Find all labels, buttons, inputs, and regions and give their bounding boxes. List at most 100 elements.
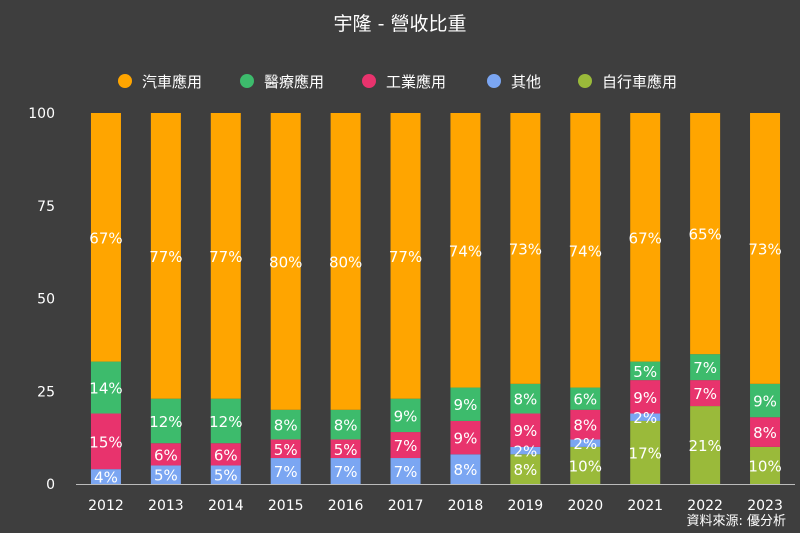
y-tick-label-100: 100 (28, 106, 55, 122)
data-label-2022-2: 7% (693, 385, 717, 403)
data-label-2015-3: 8% (274, 417, 298, 435)
bar-segment-2020-4[interactable] (570, 113, 601, 388)
bar-segment-2020-2[interactable] (570, 409, 601, 440)
bar-segment-2018-4[interactable] (450, 113, 481, 388)
data-label-2013-3: 12% (149, 413, 182, 431)
bar-segment-2022-4[interactable] (690, 113, 721, 355)
bar-segment-2022-3[interactable] (690, 354, 721, 381)
chart-legend: 汽車應用 醫療應用 工業應用 其他 自行車應用 (0, 70, 800, 92)
legend-item-medical[interactable]: 醫療應用 (240, 70, 324, 92)
data-label-2022-0: 21% (688, 437, 721, 455)
bar-segment-2021-2[interactable] (630, 380, 661, 414)
bar-segment-2023-4[interactable] (750, 113, 781, 384)
data-label-2018-2: 9% (454, 430, 478, 448)
bar-segment-2023-3[interactable] (750, 383, 781, 418)
legend-item-other[interactable]: 其他 (487, 70, 541, 92)
legend-label-industrial: 工業應用 (386, 72, 447, 91)
bar-segment-2014-3[interactable] (210, 398, 241, 444)
x-tick-label-2019: 2019 (508, 498, 544, 514)
data-label-2016-3: 8% (334, 417, 358, 435)
y-tick-label-75: 75 (37, 199, 55, 215)
bar-segment-2014-4[interactable] (210, 113, 241, 399)
legend-item-bicycle[interactable]: 自行車應用 (578, 70, 677, 92)
legend-swatch-automotive (118, 74, 132, 88)
bar-segment-2017-1[interactable] (390, 458, 421, 484)
x-tick-label-2023: 2023 (747, 498, 783, 514)
bar-segment-2012-4[interactable] (90, 113, 121, 362)
bar-segment-2015-3[interactable] (270, 409, 301, 440)
x-tick-label-2022: 2022 (687, 498, 723, 514)
bar-segment-2019-0[interactable] (510, 454, 541, 484)
bar-segment-2022-0[interactable] (690, 406, 721, 484)
data-label-2021-3: 5% (633, 363, 657, 381)
bar-segment-2017-3[interactable] (390, 398, 421, 433)
bar-segment-2015-4[interactable] (270, 113, 301, 410)
data-label-2013-2: 6% (154, 446, 178, 464)
bar-segment-2012-1[interactable] (90, 469, 121, 484)
bar-segment-2013-4[interactable] (150, 113, 181, 399)
bar-segment-2020-0[interactable] (570, 446, 601, 484)
x-tick-label-2013: 2013 (148, 498, 184, 514)
x-tick-label-2016: 2016 (328, 498, 364, 514)
chart-title: 宇隆 - 營收比重 (333, 13, 467, 35)
bar-segment-2017-2[interactable] (390, 432, 421, 459)
bar-segment-2016-3[interactable] (330, 409, 361, 440)
bar-segment-2018-3[interactable] (450, 387, 481, 421)
bar-segment-2019-3[interactable] (510, 383, 541, 414)
data-label-2017-3: 9% (394, 407, 418, 425)
bar-segment-2021-4[interactable] (630, 113, 661, 362)
data-label-2020-0: 10% (569, 457, 602, 475)
bar-segment-2017-4[interactable] (390, 113, 421, 399)
legend-item-automotive[interactable]: 汽車應用 (118, 70, 202, 92)
bar-segment-2022-2[interactable] (690, 380, 721, 407)
data-label-2016-4: 80% (329, 253, 362, 271)
bar-segment-2013-1[interactable] (150, 465, 181, 484)
data-label-2012-1: 4% (94, 469, 118, 487)
bar-segment-2013-3[interactable] (150, 398, 181, 444)
bar-segment-2019-2[interactable] (510, 413, 541, 447)
bar-segment-2016-2[interactable] (330, 439, 361, 459)
legend-swatch-medical (240, 74, 254, 88)
bar-segment-2014-1[interactable] (210, 465, 241, 484)
data-label-2012-2: 15% (89, 433, 122, 451)
data-label-2016-1: 7% (334, 463, 358, 481)
bar-segment-2012-3[interactable] (90, 361, 121, 414)
data-label-2014-2: 6% (214, 446, 238, 464)
data-label-2019-4: 73% (509, 240, 542, 258)
data-source-note: 資料來源: 優分析 (686, 514, 786, 529)
data-label-2017-2: 7% (394, 437, 418, 455)
bar-segment-2014-2[interactable] (210, 443, 241, 466)
bar-segment-2018-1[interactable] (450, 454, 481, 484)
bar-segment-2015-2[interactable] (270, 439, 301, 459)
data-label-2023-3: 9% (753, 393, 777, 411)
bar-segment-2019-1[interactable] (510, 446, 541, 455)
bar-segment-2020-3[interactable] (570, 387, 601, 410)
data-label-2020-2: 8% (573, 417, 597, 435)
data-label-2023-4: 73% (748, 240, 781, 258)
legend-label-automotive: 汽車應用 (142, 72, 203, 91)
bar-segment-2016-1[interactable] (330, 458, 361, 484)
bar-segment-2012-2[interactable] (90, 413, 121, 470)
bar-segment-2023-0[interactable] (750, 446, 781, 484)
data-label-2014-3: 12% (209, 413, 242, 431)
bar-segment-2021-1[interactable] (630, 413, 661, 421)
bar-segment-2023-2[interactable] (750, 417, 781, 447)
data-label-2023-2: 8% (753, 424, 777, 442)
data-label-2012-4: 67% (89, 229, 122, 247)
data-label-2012-3: 14% (89, 380, 122, 398)
legend-item-industrial[interactable]: 工業應用 (362, 70, 446, 92)
legend-swatch-industrial (362, 74, 376, 88)
data-label-2021-2: 9% (633, 389, 657, 407)
bar-segment-2013-2[interactable] (150, 443, 181, 466)
data-label-2018-3: 9% (454, 396, 478, 414)
bar-segment-2020-1[interactable] (570, 439, 601, 447)
bar-segment-2021-0[interactable] (630, 420, 661, 484)
legend-swatch-bicycle (578, 74, 592, 88)
bar-segment-2016-4[interactable] (330, 113, 361, 410)
bar-segment-2019-4[interactable] (510, 113, 541, 384)
bar-segment-2015-1[interactable] (270, 458, 301, 484)
data-label-2022-3: 7% (693, 359, 717, 377)
bar-segment-2018-2[interactable] (450, 420, 481, 455)
bar-segment-2021-3[interactable] (630, 361, 661, 381)
